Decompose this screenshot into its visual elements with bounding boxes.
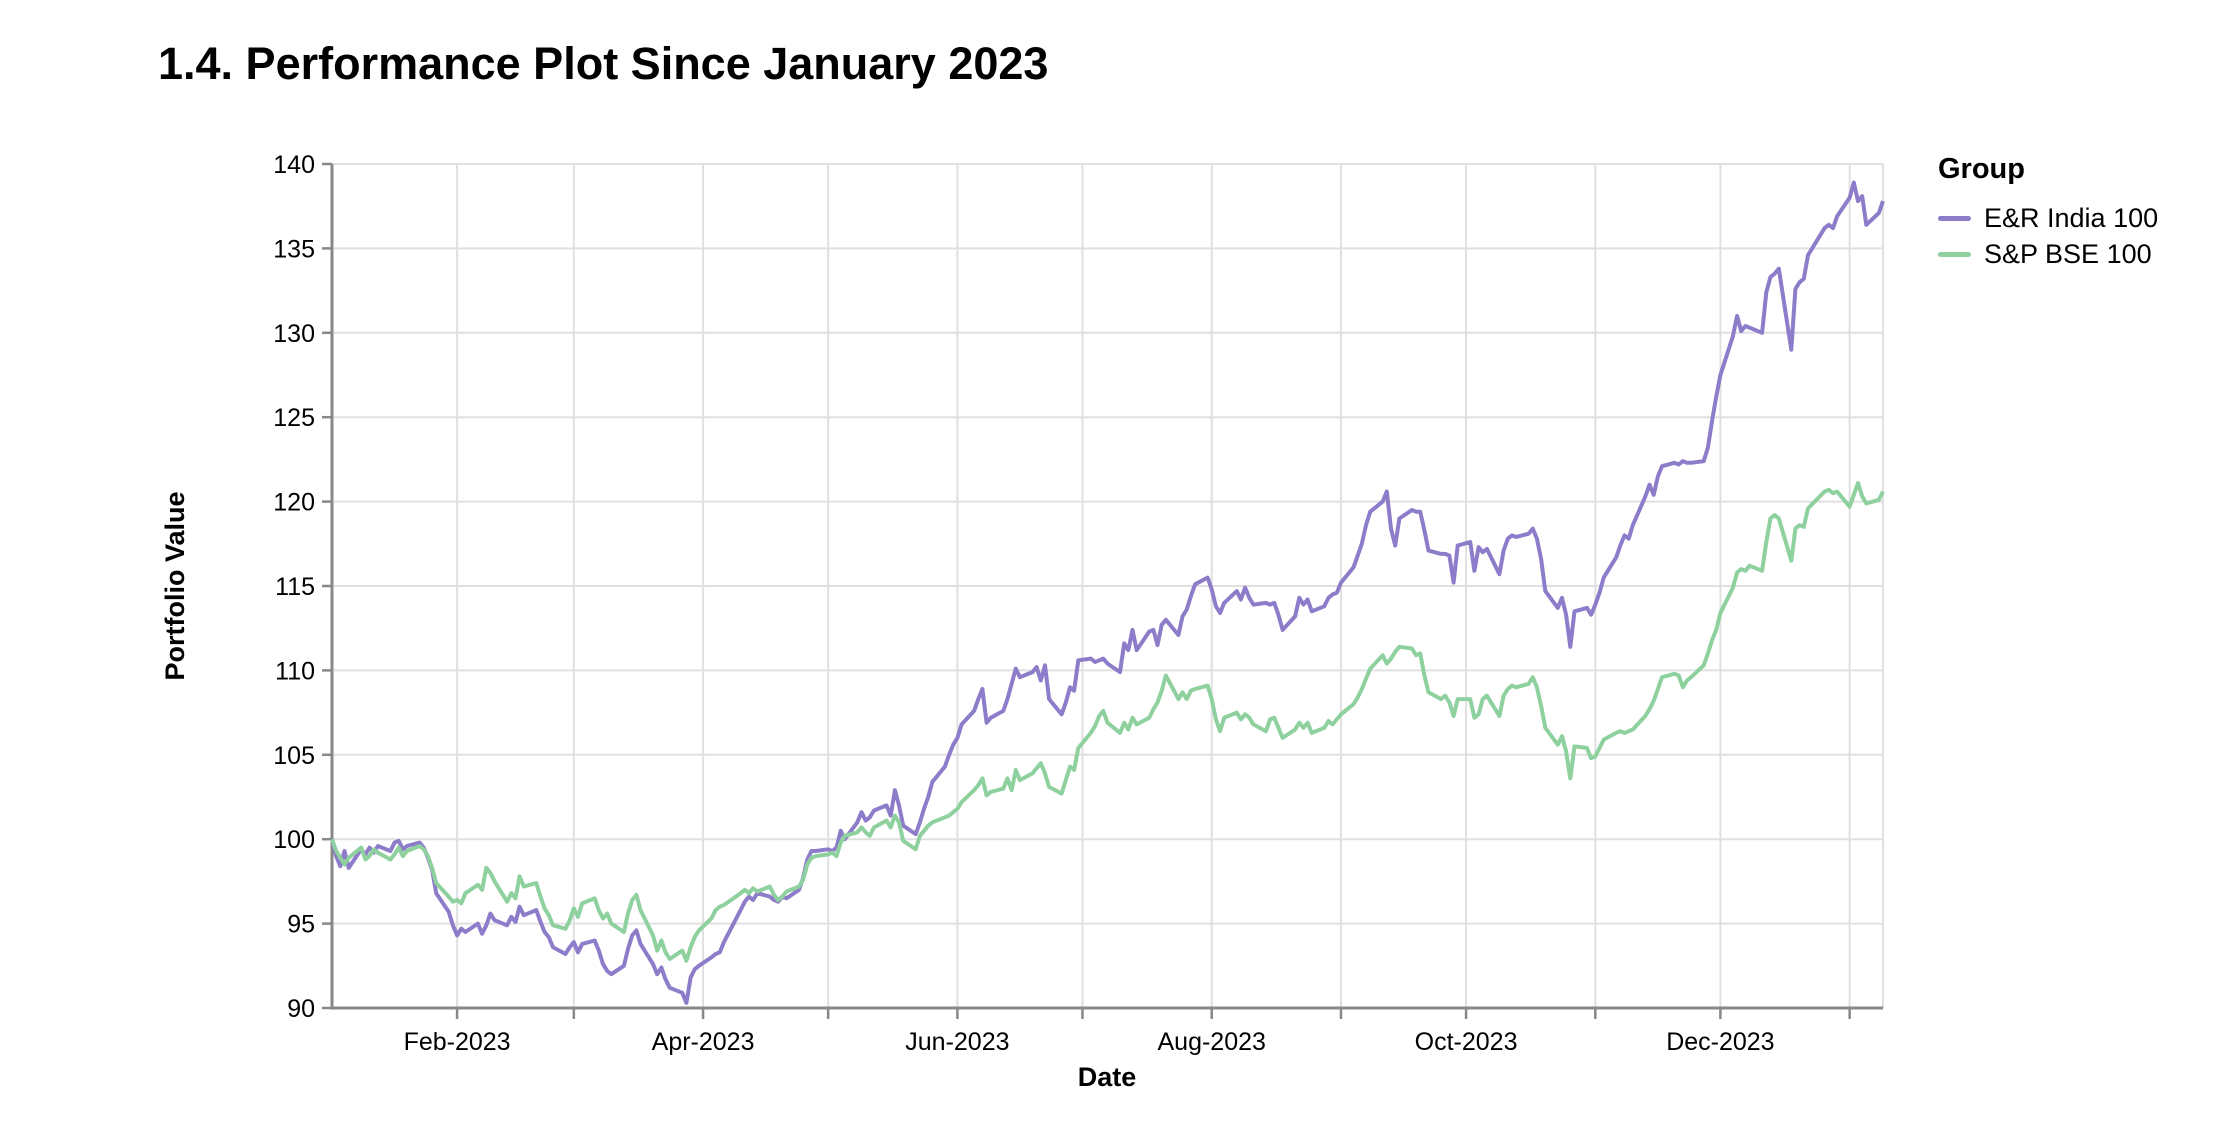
chart-title: 1.4. Performance Plot Since January 2023	[158, 38, 1049, 89]
series-line-s-p-bse-100	[330, 481, 1885, 963]
x-tick-label: Jun-2023	[905, 1028, 1009, 1056]
y-tick-label: 110	[275, 657, 315, 685]
legend-item-er-india-100: E&R India 100	[1938, 200, 2158, 236]
x-tick-label: Dec-2023	[1666, 1028, 1774, 1056]
y-tick-label: 130	[273, 320, 315, 348]
y-tick-label: 90	[287, 995, 315, 1023]
y-tick-label: 95	[287, 911, 315, 939]
x-tick-label: Feb-2023	[404, 1028, 511, 1056]
legend-label: S&P BSE 100	[1984, 238, 2152, 269]
y-tick-label: 120	[273, 489, 315, 517]
y-tick-label: 125	[273, 404, 315, 432]
x-tick-label: Aug-2023	[1158, 1028, 1266, 1056]
y-tick-label: 100	[273, 826, 315, 854]
legend-swatch-green-line	[1938, 251, 1971, 257]
legend: Group E&R India 100 S&P BSE 100	[1938, 153, 2158, 272]
legend-title: Group	[1938, 153, 2025, 185]
x-tick-label: Apr-2023	[652, 1028, 755, 1056]
y-axis-title: Portfolio Value	[160, 491, 190, 680]
x-tick-label: Oct-2023	[1415, 1028, 1518, 1056]
legend-swatch-purple-line	[1938, 215, 1971, 221]
x-axis-title: Date	[1078, 1062, 1137, 1092]
series-line-e-r-india-100	[330, 180, 1885, 1005]
y-tick-label: 105	[273, 742, 315, 770]
y-tick-label: 115	[275, 573, 315, 601]
y-tick-label: 140	[273, 151, 315, 179]
y-tick-label: 135	[273, 235, 315, 263]
legend-item-sp-bse-100: S&P BSE 100	[1938, 236, 2158, 272]
legend-label: E&R India 100	[1984, 202, 2159, 233]
